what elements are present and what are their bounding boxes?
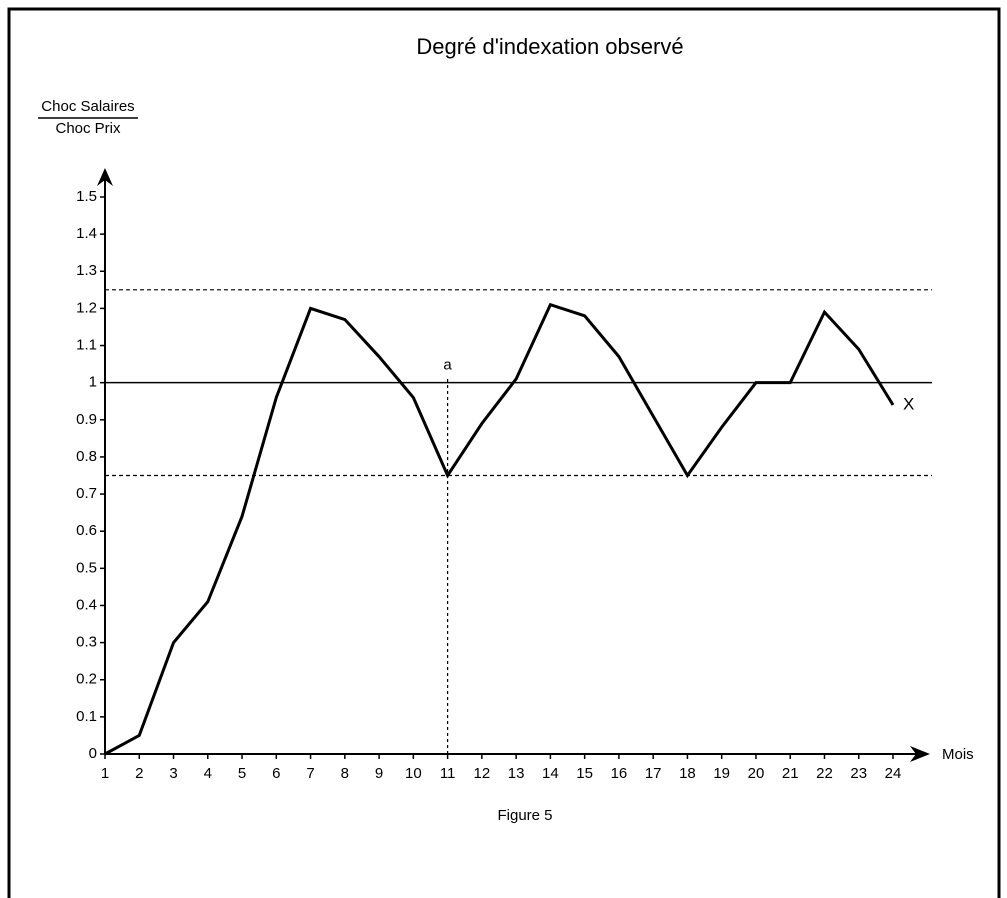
x-tick-label: 11	[440, 765, 456, 782]
x-tick-label: 6	[272, 765, 280, 782]
y-tick-label: 0.3	[76, 634, 97, 651]
y-tick-label: 0	[89, 745, 97, 762]
x-tick-label: 5	[238, 765, 246, 782]
x-tick-label: 24	[885, 765, 902, 782]
caption: Figure 5	[497, 807, 552, 824]
x-tick-label: 4	[204, 765, 212, 782]
x-label: Mois	[942, 746, 974, 763]
y-tick-label: 1	[89, 374, 97, 391]
x-tick-label: 22	[816, 765, 833, 782]
y-tick-label: 1.1	[76, 337, 97, 354]
y-tick-label: 1.2	[76, 299, 97, 316]
y-tick-label: 0.9	[76, 411, 97, 428]
x-tick-label: 14	[542, 765, 559, 782]
y-tick-label: 0.5	[76, 559, 97, 576]
x-tick-label: 8	[341, 765, 349, 782]
x-tick-label: 9	[375, 765, 383, 782]
x-tick-label: 7	[306, 765, 314, 782]
x-tick-label: 3	[169, 765, 177, 782]
y-label-top: Choc Salaires	[41, 98, 134, 115]
x-tick-label: 21	[782, 765, 799, 782]
x-tick-label: 20	[748, 765, 765, 782]
y-tick-label: 0.4	[76, 596, 97, 613]
x-tick-label: 2	[135, 765, 143, 782]
y-axis-arrow	[97, 168, 113, 186]
annotation: X	[903, 394, 914, 413]
y-tick-label: 0.6	[76, 522, 97, 539]
x-axis-arrow	[910, 746, 930, 762]
data-line	[104, 302, 895, 756]
x-tick-label: 16	[611, 765, 628, 782]
y-tick-label: 0.8	[76, 448, 97, 465]
y-tick-label: 1.5	[76, 188, 97, 205]
y-tick-label: 1.4	[76, 225, 97, 242]
y-label-bottom: Choc Prix	[55, 120, 121, 137]
x-tick-label: 19	[713, 765, 730, 782]
y-tick-label: 0.1	[76, 708, 97, 725]
y-tick-label: 0.2	[76, 671, 97, 688]
y-tick-label: 0.7	[76, 485, 97, 502]
x-tick-label: 17	[645, 765, 662, 782]
chart-title: Degré d'indexation observé	[416, 34, 683, 59]
x-tick-label: 1	[101, 765, 109, 782]
x-tick-label: 18	[679, 765, 696, 782]
y-tick-label: 1.3	[76, 262, 97, 279]
frame	[7, 7, 1001, 898]
x-tick-label: 13	[508, 765, 525, 782]
x-tick-label: 15	[576, 765, 593, 782]
x-tick-label: 12	[474, 765, 491, 782]
x-tick-label: 10	[405, 765, 422, 782]
annotation: a	[443, 357, 452, 374]
x-tick-label: 23	[850, 765, 867, 782]
